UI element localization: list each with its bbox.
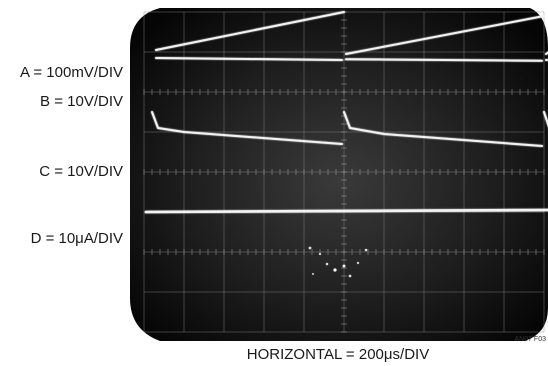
trace-label-d: D = 10μA/DIV (30, 230, 123, 247)
oscilloscope-display (130, 8, 548, 341)
trace-b-segment (345, 58, 543, 62)
phosphor-spots (308, 246, 368, 278)
trace-c-segment (343, 111, 543, 147)
x-axis-label: HORIZONTAL = 200μs/DIV (246, 346, 430, 363)
trace-label-a: A = 100mV/DIV (20, 64, 123, 81)
trace-a-segment (345, 15, 545, 55)
traces (144, 11, 548, 214)
graticule (143, 11, 545, 333)
trace-d-segment (144, 208, 548, 214)
crt-screen (130, 8, 548, 341)
trace-a-segment (155, 11, 345, 51)
x-axis-caption: HORIZONTAL = 200μs/DIV (0, 346, 548, 363)
trace-c-segment (151, 111, 343, 145)
trace-a-segment (545, 51, 548, 55)
trace-label-c: C = 10V/DIV (39, 163, 123, 180)
trace-label-b: B = 10V/DIV (40, 93, 123, 110)
trace-b-segment (155, 57, 343, 61)
figure-code: AN07 F03 (514, 336, 546, 343)
trace-c-segment (543, 111, 548, 128)
